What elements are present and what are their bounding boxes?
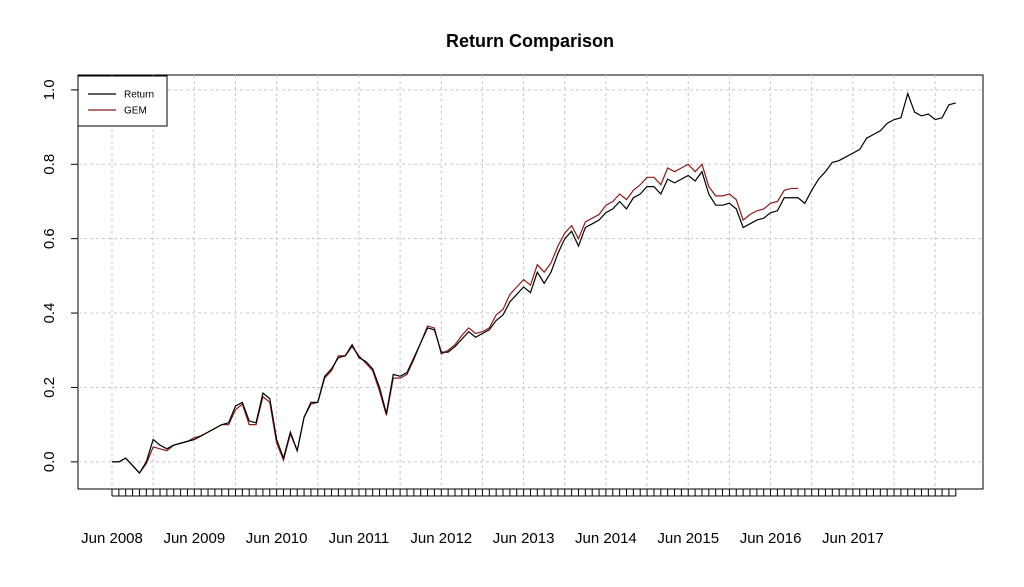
legend-label: GEM	[124, 106, 147, 117]
x-tick-label: Jun 2016	[740, 530, 802, 547]
x-tick-label: Jun 2010	[246, 530, 308, 547]
x-tick-label: Jun 2014	[575, 530, 637, 547]
x-tick-label: Jun 2012	[410, 530, 472, 547]
y-tick-label: 0.0	[41, 451, 58, 472]
y-tick-label: 0.6	[41, 228, 58, 249]
x-tick-label: Jun 2015	[657, 530, 719, 547]
x-tick-label: Jun 2009	[163, 530, 225, 547]
y-tick-label: 0.4	[41, 303, 58, 324]
y-tick-label: 0.8	[41, 154, 58, 175]
x-tick-label: Jun 2008	[81, 530, 143, 547]
series-line	[112, 91, 956, 474]
x-tick-label: Jun 2017	[822, 530, 884, 547]
legend-label: Return	[124, 90, 154, 101]
legend-box	[77, 75, 168, 127]
y-tick-label: 0.2	[41, 377, 58, 398]
plot-frame	[77, 74, 984, 490]
x-tick-label: Jun 2011	[329, 530, 390, 547]
series-line	[112, 163, 798, 474]
x-tick-label: Jun 2013	[493, 530, 555, 547]
chart-title: Return Comparison	[446, 31, 614, 51]
y-tick-label: 1.0	[41, 79, 58, 100]
